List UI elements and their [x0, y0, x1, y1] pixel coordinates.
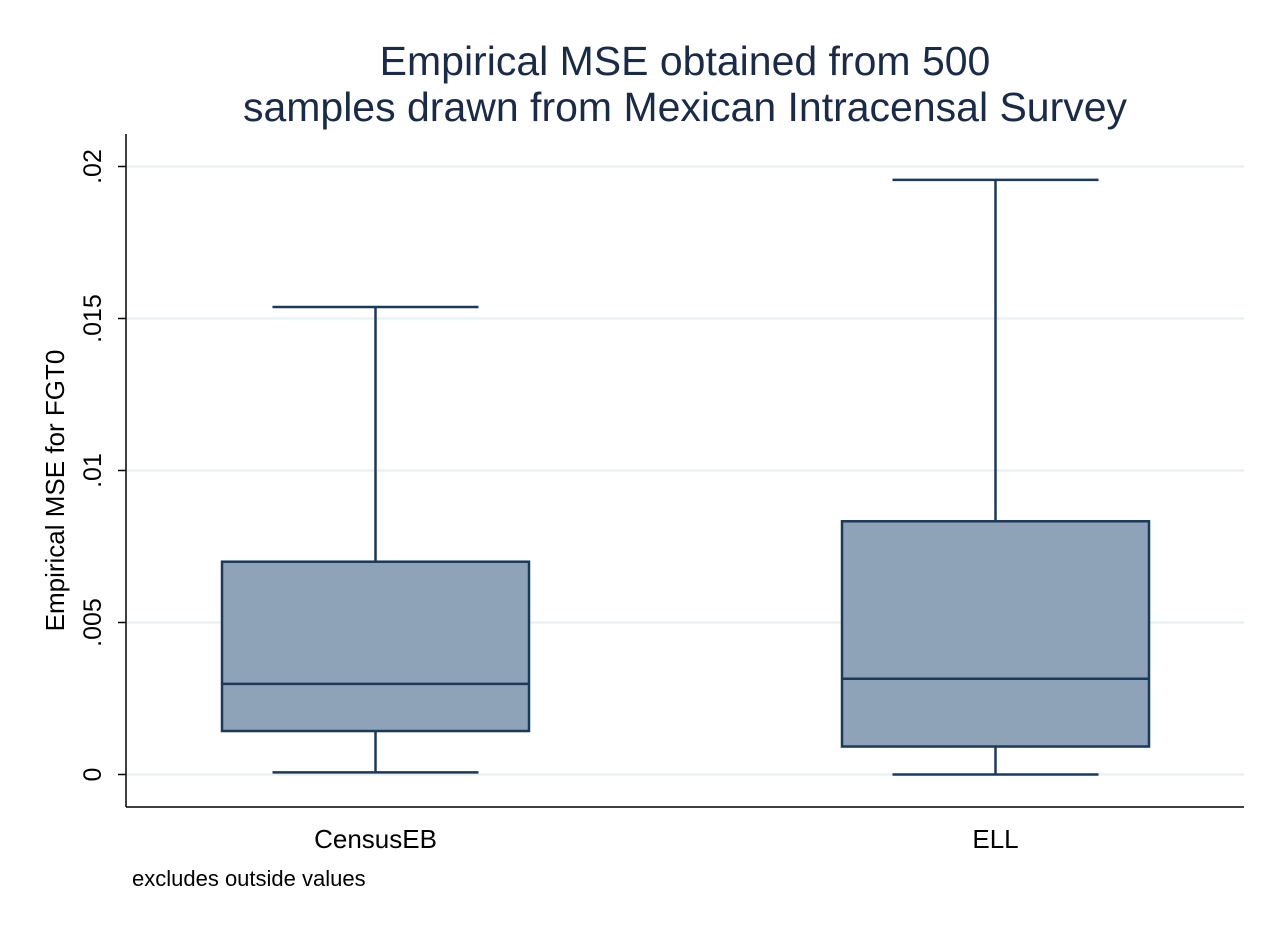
- box-censuseb: [220, 305, 531, 774]
- y-axis-label: Empirical MSE for FGT0: [40, 350, 70, 632]
- y-tick-label: .005: [79, 598, 107, 647]
- x-category-label: CensusEB: [314, 824, 437, 854]
- y-tick-label: .015: [79, 294, 107, 343]
- chart-title-line-2: samples drawn from Mexican Intracensal S…: [242, 84, 1128, 130]
- y-tick-label: .02: [79, 149, 107, 184]
- chart-title-line-1: Empirical MSE obtained from 500: [379, 38, 991, 84]
- x-category-label: ELL: [972, 824, 1018, 854]
- box-ell: [840, 178, 1151, 776]
- box-iqr: [840, 520, 1151, 748]
- chart-note: excludes outside values: [132, 866, 366, 891]
- box-iqr: [220, 560, 531, 733]
- y-tick-label: 0: [79, 768, 107, 782]
- y-tick-label: .01: [79, 453, 107, 488]
